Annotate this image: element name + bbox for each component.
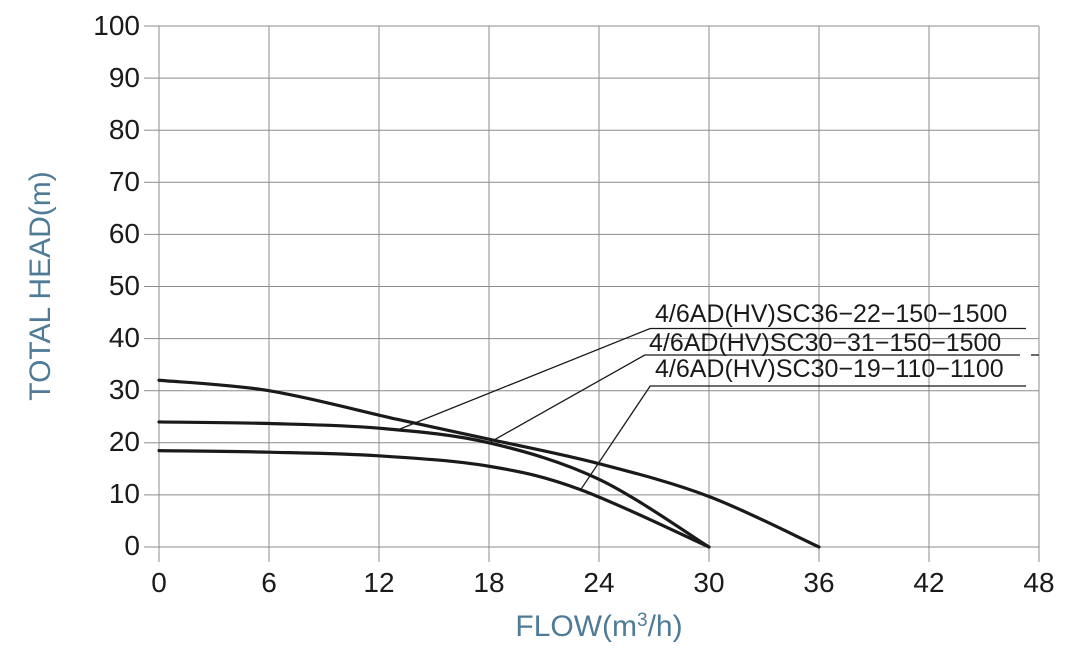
svg-text:100: 100 — [93, 10, 140, 41]
svg-text:80: 80 — [109, 114, 140, 145]
svg-text:4/6AD(HV)SC30−31−150−1500: 4/6AD(HV)SC30−31−150−1500 — [649, 329, 1001, 357]
svg-text:24: 24 — [583, 567, 614, 598]
svg-text:12: 12 — [363, 567, 394, 598]
svg-text:70: 70 — [109, 166, 140, 197]
svg-text:10: 10 — [109, 478, 140, 509]
svg-text:50: 50 — [109, 270, 140, 301]
svg-text:4/6AD(HV)SC36−22−150−1500: 4/6AD(HV)SC36−22−150−1500 — [655, 300, 1007, 328]
svg-text:40: 40 — [109, 322, 140, 353]
svg-text:60: 60 — [109, 218, 140, 249]
svg-text:TOTAL HEAD(m): TOTAL HEAD(m) — [24, 171, 57, 400]
svg-text:42: 42 — [913, 567, 944, 598]
svg-text:4/6AD(HV)SC30−19−110−1100: 4/6AD(HV)SC30−19−110−1100 — [655, 355, 1004, 383]
svg-text:36: 36 — [803, 567, 834, 598]
svg-text:0: 0 — [151, 567, 167, 598]
svg-text:48: 48 — [1023, 567, 1054, 598]
svg-text:20: 20 — [109, 426, 140, 457]
svg-text:30: 30 — [693, 567, 724, 598]
svg-text:30: 30 — [109, 374, 140, 405]
svg-text:18: 18 — [473, 567, 504, 598]
svg-text:FLOW(m3/h): FLOW(m3/h) — [515, 610, 682, 644]
svg-text:90: 90 — [109, 62, 140, 93]
svg-text:6: 6 — [261, 567, 277, 598]
svg-text:0: 0 — [124, 530, 140, 561]
